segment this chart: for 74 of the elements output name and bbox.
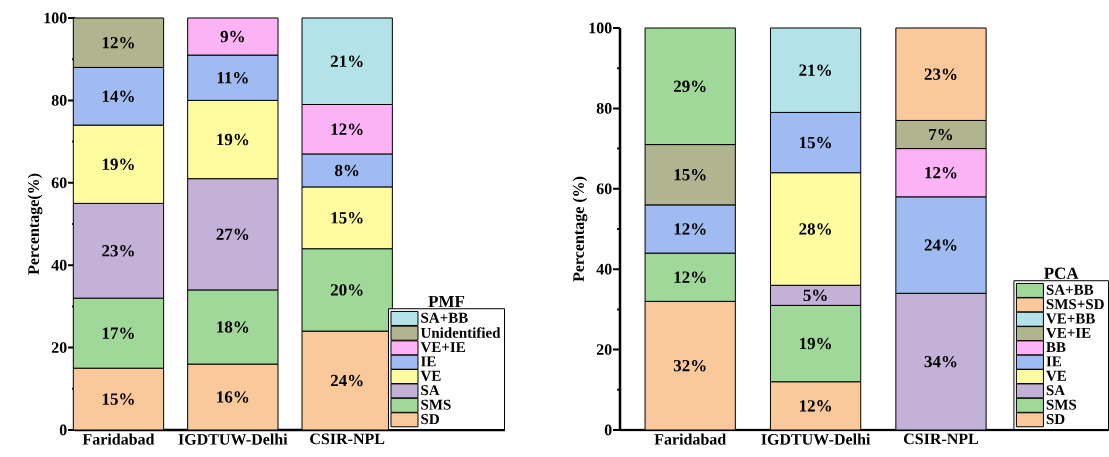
data-label: 15% — [799, 136, 831, 149]
legend-label: VE — [1046, 370, 1066, 381]
legend-label: SA+BB — [421, 312, 468, 323]
data-label: 15% — [331, 212, 363, 224]
data-label: 12% — [799, 400, 831, 412]
x-tick-label: CSIR-NPL — [903, 433, 979, 445]
data-label: 15% — [102, 393, 134, 405]
data-label: 18% — [217, 321, 249, 333]
data-label: 9% — [220, 30, 244, 43]
data-label: 5% — [803, 289, 827, 302]
y-tick-label: 60 — [596, 183, 612, 195]
data-label: 12% — [674, 271, 706, 283]
data-label: 23% — [924, 68, 957, 80]
x-tick-label: Faridabad — [82, 433, 155, 445]
data-label: 24% — [924, 239, 957, 251]
y-tick-label: 0 — [59, 424, 67, 436]
legend-label: VE+IE — [1046, 327, 1091, 338]
legend-label: SA — [421, 385, 440, 396]
legend-label: Unidentified — [420, 327, 501, 338]
data-label: 19% — [217, 133, 249, 146]
data-label: 24% — [330, 374, 363, 387]
y-tick-label: 60 — [51, 177, 67, 189]
legend-label: IE — [421, 356, 436, 367]
data-label: 21% — [330, 55, 363, 68]
data-label: 12% — [674, 223, 706, 235]
x-tick-label: IGDTUW-Delhi — [178, 433, 288, 445]
data-label: 12% — [102, 36, 134, 49]
y-tick-label: 40 — [596, 263, 612, 275]
data-label: 32% — [673, 359, 706, 372]
x-tick-label: Faridabad — [654, 433, 727, 445]
legend-label: VE — [420, 370, 441, 381]
data-label: 8% — [335, 164, 359, 177]
data-label: 19% — [102, 158, 134, 171]
legend-title: PCA — [1044, 267, 1079, 280]
data-label: 20% — [330, 284, 363, 296]
y-axis-title: Percentage(%) — [27, 173, 43, 275]
legend-label: SA — [1046, 385, 1065, 396]
data-label: 27% — [216, 228, 249, 241]
data-label: 15% — [674, 168, 706, 181]
data-label: 21% — [799, 64, 831, 76]
y-tick-label: 0 — [604, 424, 612, 436]
x-tick-label: CSIR-NPL — [310, 433, 385, 445]
data-label: 7% — [929, 128, 953, 141]
legend-label: SA+BB — [1046, 284, 1094, 295]
y-tick-label: 80 — [51, 95, 67, 106]
y-tick-label: 80 — [596, 103, 612, 114]
data-label: 17% — [102, 327, 134, 339]
legend-title: PMF — [428, 295, 465, 308]
y-tick-label: 100 — [44, 12, 67, 24]
data-label: 16% — [217, 391, 249, 403]
y-tick-label: 40 — [51, 259, 67, 271]
legend-label: SMS — [1046, 399, 1077, 410]
data-label: 28% — [799, 223, 831, 235]
data-label: 14% — [102, 90, 134, 103]
y-tick-label: 20 — [596, 344, 612, 355]
x-tick-label: IGDTUW-Delhi — [761, 433, 871, 445]
legend-label: IE — [1046, 356, 1062, 367]
legend-label: VE+IE — [420, 342, 465, 353]
legend-label: SMS+SD — [1046, 299, 1104, 310]
data-label: 12% — [331, 123, 363, 135]
data-label: 11% — [217, 71, 248, 84]
data-label: 29% — [673, 80, 706, 93]
legend-label: SMS — [421, 399, 451, 410]
y-tick-label: 20 — [51, 342, 67, 353]
legend-label: VE+BB — [1046, 313, 1095, 324]
legend-label: SD — [421, 414, 439, 425]
y-axis-title: Percentage (%) — [572, 176, 588, 282]
data-label: 34% — [924, 355, 957, 368]
data-label: 19% — [799, 337, 831, 350]
data-label: 12% — [925, 166, 957, 179]
y-tick-label: 100 — [589, 22, 612, 34]
legend-label: BB — [1046, 342, 1066, 353]
data-label: 23% — [102, 245, 134, 257]
legend-label: SD — [1046, 414, 1065, 425]
